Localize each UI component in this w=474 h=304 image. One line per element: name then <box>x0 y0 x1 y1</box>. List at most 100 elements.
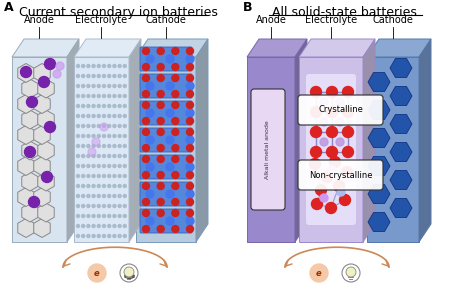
Polygon shape <box>390 171 412 189</box>
Circle shape <box>342 264 360 282</box>
Circle shape <box>143 226 149 233</box>
Circle shape <box>143 91 149 98</box>
FancyBboxPatch shape <box>140 182 192 206</box>
Circle shape <box>186 91 193 98</box>
Text: Alkali metal anode: Alkali metal anode <box>265 121 271 179</box>
Circle shape <box>146 109 154 117</box>
Polygon shape <box>74 39 141 57</box>
Polygon shape <box>34 126 50 144</box>
Circle shape <box>343 147 354 157</box>
Polygon shape <box>34 188 50 206</box>
Circle shape <box>186 74 193 81</box>
Polygon shape <box>38 203 54 222</box>
Circle shape <box>157 118 164 125</box>
Circle shape <box>92 195 95 198</box>
Circle shape <box>157 64 164 71</box>
Circle shape <box>143 209 149 216</box>
Circle shape <box>102 215 106 217</box>
Circle shape <box>87 134 90 137</box>
Circle shape <box>157 74 164 81</box>
Circle shape <box>327 106 337 118</box>
Circle shape <box>123 144 126 147</box>
Circle shape <box>118 95 121 98</box>
Circle shape <box>102 134 106 137</box>
Circle shape <box>102 185 106 188</box>
Circle shape <box>186 156 193 163</box>
Circle shape <box>102 125 106 127</box>
Circle shape <box>143 47 149 54</box>
Circle shape <box>118 205 121 208</box>
Circle shape <box>53 70 61 78</box>
Circle shape <box>172 226 179 233</box>
Polygon shape <box>18 157 34 175</box>
Polygon shape <box>22 110 38 129</box>
Circle shape <box>320 118 328 126</box>
Circle shape <box>146 163 154 171</box>
Circle shape <box>76 174 80 178</box>
Circle shape <box>102 164 106 168</box>
Circle shape <box>157 199 164 206</box>
Circle shape <box>320 194 328 202</box>
Circle shape <box>87 85 90 88</box>
Circle shape <box>186 55 194 63</box>
Circle shape <box>113 95 116 98</box>
Polygon shape <box>22 79 38 98</box>
Circle shape <box>123 115 126 118</box>
Circle shape <box>97 134 100 137</box>
Circle shape <box>346 267 356 277</box>
Circle shape <box>38 77 49 88</box>
Circle shape <box>157 171 164 178</box>
Circle shape <box>28 196 39 208</box>
Circle shape <box>118 85 121 88</box>
Polygon shape <box>390 115 412 133</box>
Circle shape <box>92 105 95 108</box>
Circle shape <box>87 224 90 227</box>
Circle shape <box>87 95 90 98</box>
Polygon shape <box>136 39 208 57</box>
Circle shape <box>92 95 95 98</box>
Circle shape <box>186 64 193 71</box>
Circle shape <box>92 224 95 227</box>
Text: Non-crystalline: Non-crystalline <box>309 171 372 179</box>
Circle shape <box>113 195 116 198</box>
Circle shape <box>92 234 95 237</box>
Circle shape <box>172 209 179 216</box>
Circle shape <box>76 164 80 168</box>
Circle shape <box>172 171 179 178</box>
Circle shape <box>76 64 80 67</box>
Circle shape <box>123 125 126 127</box>
Circle shape <box>113 115 116 118</box>
Circle shape <box>76 74 80 78</box>
Circle shape <box>327 147 337 157</box>
Circle shape <box>118 224 121 227</box>
Polygon shape <box>12 39 79 57</box>
Polygon shape <box>38 141 54 160</box>
Circle shape <box>343 106 354 118</box>
Circle shape <box>108 105 111 108</box>
Text: B: B <box>243 1 253 14</box>
Circle shape <box>108 95 111 98</box>
Circle shape <box>108 205 111 208</box>
Circle shape <box>143 129 149 136</box>
Circle shape <box>87 164 90 168</box>
Circle shape <box>92 174 95 178</box>
Circle shape <box>76 134 80 137</box>
Circle shape <box>157 226 164 233</box>
Circle shape <box>326 202 337 213</box>
Circle shape <box>97 95 100 98</box>
Circle shape <box>92 205 95 208</box>
Circle shape <box>82 215 85 217</box>
Circle shape <box>336 138 344 146</box>
Circle shape <box>102 174 106 178</box>
Circle shape <box>157 129 164 136</box>
FancyBboxPatch shape <box>140 209 192 233</box>
Circle shape <box>92 138 100 146</box>
Circle shape <box>97 115 100 118</box>
Circle shape <box>143 156 149 163</box>
Circle shape <box>97 185 100 188</box>
Polygon shape <box>368 212 390 232</box>
Circle shape <box>143 118 149 125</box>
Circle shape <box>172 156 179 163</box>
Circle shape <box>97 195 100 198</box>
Circle shape <box>186 163 194 171</box>
